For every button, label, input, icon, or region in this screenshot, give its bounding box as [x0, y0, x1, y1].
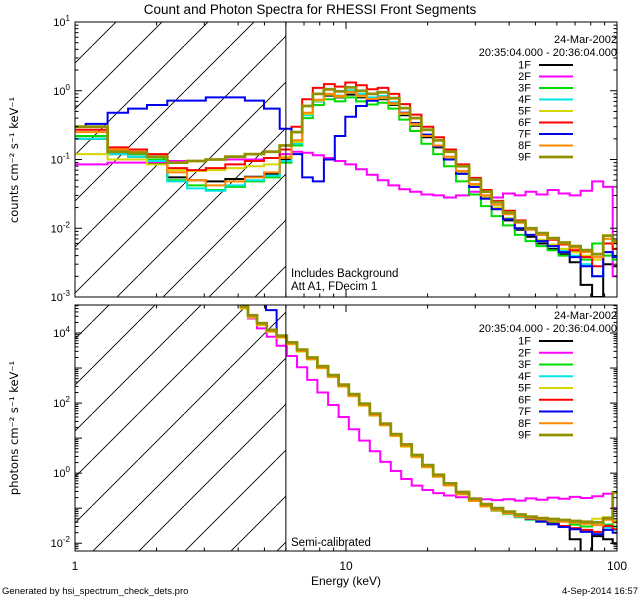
top-panel-date: 24-Mar-2002: [554, 34, 617, 46]
legend-entry-label-6F: 6F: [518, 117, 531, 129]
x-tick-label-100: 100: [607, 559, 627, 573]
legend-entry-label-5F: 5F: [518, 383, 531, 395]
axis-ticks: [74, 305, 618, 552]
axis-ticks: [74, 21, 618, 298]
annotation-semi-calibrated: Semi-calibrated: [291, 537, 371, 549]
bottom-panel-date: 24-Mar-2002: [554, 310, 617, 322]
y-tick-label: 10-2: [51, 220, 71, 235]
legend-entry-label-1F: 1F: [518, 60, 531, 72]
y-tick-label: 102: [53, 395, 70, 410]
legend-entry-label-8F: 8F: [518, 140, 531, 152]
legend-entry-label-3F: 3F: [518, 359, 531, 371]
hatch-region: [75, 305, 286, 551]
x-axis-title: Energy (keV): [311, 574, 381, 588]
curves-group: [75, 81, 617, 297]
y-tick-label: 10-2: [51, 535, 71, 550]
footer-render-timestamp: 4-Sep-2014 16:57: [562, 586, 638, 597]
legend-entry-label-6F: 6F: [518, 394, 531, 406]
y-tick-label: 104: [53, 325, 70, 340]
curve-2F: [75, 150, 617, 278]
annotation-includes-background: Includes Background: [291, 268, 398, 280]
curve-2F: [239, 306, 617, 510]
page-title: Count and Photon Spectra for RHESSI Fron…: [144, 2, 477, 17]
legend-entry-label-5F: 5F: [518, 106, 531, 118]
legend-entry-label-9F: 9F: [518, 152, 531, 164]
legend-entry-label-4F: 4F: [518, 94, 531, 106]
bottom-panel-y-axis-label: photons cm⁻² s⁻¹ keV⁻¹: [7, 361, 21, 495]
y-tick-label: 10-1: [51, 152, 71, 167]
bottom-panel-time-range: 20:35:04.000 - 20:36:04.000: [479, 323, 617, 335]
x-tick-label-1: 1: [72, 559, 79, 573]
curve-9F: [75, 86, 617, 256]
y-tick-label: 100: [53, 83, 70, 98]
x-tick-label-10: 10: [339, 559, 353, 573]
y-tick-label: 10-3: [51, 289, 71, 304]
y-tick-label: 101: [53, 14, 70, 29]
legend-entry-label-7F: 7F: [518, 129, 531, 141]
legend-entry-label-2F: 2F: [518, 71, 531, 83]
legend-entry-label-8F: 8F: [518, 418, 531, 430]
legend-entry-label-9F: 9F: [518, 430, 531, 442]
legend-entry-label-1F: 1F: [518, 336, 531, 348]
legend-entry-label-2F: 2F: [518, 347, 531, 359]
legend-entry-label-4F: 4F: [518, 371, 531, 383]
curve-9F: [239, 305, 617, 524]
top-panel-y-axis-label: counts cm⁻² s⁻¹ keV⁻¹: [7, 97, 21, 223]
legend-entry-label-3F: 3F: [518, 83, 531, 95]
y-tick-label: 100: [53, 465, 70, 480]
curves-group: [239, 305, 617, 551]
footer-generated-by: Generated by hsi_spectrum_check_dets.pro: [2, 586, 188, 597]
top-panel-time-range: 20:35:04.000 - 20:36:04.000: [479, 47, 617, 59]
annotation-att-fdecim: Att A1, FDecim 1: [291, 281, 377, 293]
legend-entry-label-7F: 7F: [518, 406, 531, 418]
